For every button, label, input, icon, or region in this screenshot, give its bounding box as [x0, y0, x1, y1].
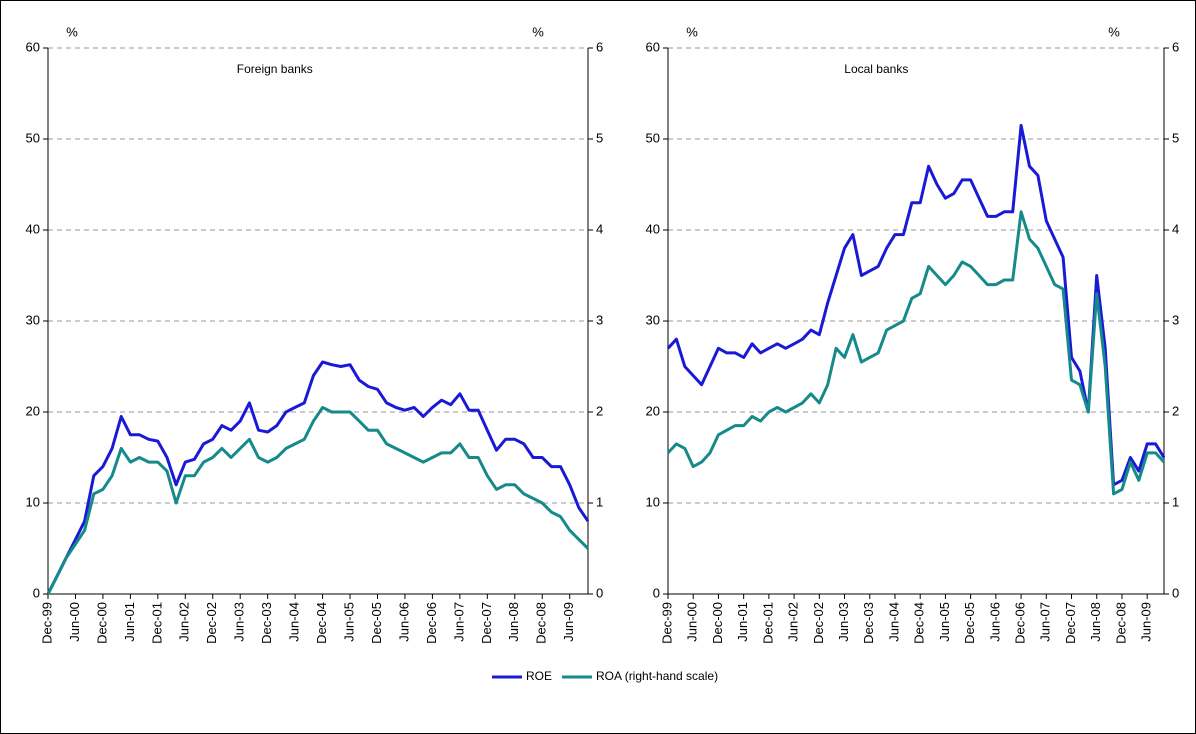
- x-tick-label: Jun-04: [287, 602, 302, 642]
- x-tick-label: Jun-03: [232, 602, 247, 642]
- y-tick-label: 60: [26, 39, 40, 54]
- x-tick-label: Jun-09: [1139, 602, 1154, 642]
- x-tick-label: Dec-02: [811, 602, 826, 644]
- y2-tick-label: 0: [596, 585, 603, 600]
- y2-tick-label: 3: [1172, 312, 1179, 327]
- x-tick-label: Jun-02: [786, 602, 801, 642]
- x-tick-label: Jun-05: [937, 602, 952, 642]
- data-line: [46, 406, 590, 595]
- y-axis-unit: %: [66, 24, 78, 39]
- y2-tick-label: 1: [1172, 494, 1179, 509]
- x-tick-label: Jun-06: [396, 602, 411, 642]
- data-line: [666, 210, 1166, 496]
- data-line: [46, 360, 590, 595]
- y-tick-label: 40: [26, 221, 40, 236]
- x-tick-label: Jun-05: [341, 602, 356, 642]
- y-tick-label: 30: [26, 312, 40, 327]
- y2-tick-label: 6: [1172, 39, 1179, 54]
- y2-tick-label: 1: [596, 494, 603, 509]
- x-tick-label: Dec-08: [1113, 602, 1128, 644]
- x-tick-label: Dec-00: [94, 602, 109, 644]
- y2-tick-label: 5: [1172, 130, 1179, 145]
- x-tick-label: Jun-03: [836, 602, 851, 642]
- y-tick-label: 50: [26, 130, 40, 145]
- x-tick-label: Jun-00: [685, 602, 700, 642]
- x-tick-label: Jun-08: [1088, 602, 1103, 642]
- x-tick-label: Dec-06: [424, 602, 439, 644]
- x-tick-label: Dec-06: [1013, 602, 1028, 644]
- y2-tick-label: 5: [596, 130, 603, 145]
- y2-axis-unit: %: [1108, 24, 1120, 39]
- x-tick-label: Dec-07: [1063, 602, 1078, 644]
- y-tick-label: 60: [646, 39, 660, 54]
- x-tick-label: Jun-02: [177, 602, 192, 642]
- x-tick-label: Jun-04: [886, 602, 901, 642]
- x-tick-label: Dec-00: [710, 602, 725, 644]
- x-tick-label: Jun-09: [561, 602, 576, 642]
- x-tick-label: Dec-01: [760, 602, 775, 644]
- x-tick-label: Dec-08: [534, 602, 549, 644]
- x-tick-label: Jun-07: [451, 602, 466, 642]
- y2-tick-label: 0: [1172, 585, 1179, 600]
- y2-tick-label: 3: [596, 312, 603, 327]
- y2-tick-label: 2: [596, 403, 603, 418]
- y2-tick-label: 4: [1172, 221, 1179, 236]
- y-tick-label: 0: [653, 585, 660, 600]
- x-tick-label: Dec-03: [861, 602, 876, 644]
- x-tick-label: Jun-01: [122, 602, 137, 642]
- x-tick-label: Dec-04: [314, 602, 329, 644]
- data-line: [666, 123, 1166, 487]
- x-tick-label: Dec-04: [912, 602, 927, 644]
- x-tick-label: Jun-06: [987, 602, 1002, 642]
- x-tick-label: Jun-01: [735, 602, 750, 642]
- panel-title: Local banks: [844, 62, 908, 76]
- x-tick-label: Dec-05: [369, 602, 384, 644]
- y-tick-label: 30: [646, 312, 660, 327]
- x-tick-label: Jun-07: [1038, 602, 1053, 642]
- y-tick-label: 10: [26, 494, 40, 509]
- legend-label: ROE: [526, 669, 552, 683]
- y2-axis-unit: %: [532, 24, 544, 39]
- panel-title: Foreign banks: [237, 62, 313, 76]
- y-tick-label: 40: [646, 221, 660, 236]
- y-tick-label: 20: [26, 403, 40, 418]
- x-tick-label: Dec-99: [39, 602, 54, 644]
- legend-label: ROA (right-hand scale): [596, 669, 718, 683]
- x-tick-label: Dec-05: [962, 602, 977, 644]
- y2-tick-label: 4: [596, 221, 603, 236]
- x-tick-label: Jun-00: [67, 602, 82, 642]
- y2-tick-label: 2: [1172, 403, 1179, 418]
- y-tick-label: 50: [646, 130, 660, 145]
- x-tick-label: Dec-07: [479, 602, 494, 644]
- x-tick-label: Dec-01: [149, 602, 164, 644]
- x-tick-label: Jun-08: [506, 602, 521, 642]
- y2-tick-label: 6: [596, 39, 603, 54]
- y-tick-label: 10: [646, 494, 660, 509]
- y-axis-unit: %: [686, 24, 698, 39]
- x-tick-label: Dec-03: [259, 602, 274, 644]
- x-tick-label: Dec-99: [659, 602, 674, 644]
- x-tick-label: Dec-02: [204, 602, 219, 644]
- y-tick-label: 20: [646, 403, 660, 418]
- y-tick-label: 0: [33, 585, 40, 600]
